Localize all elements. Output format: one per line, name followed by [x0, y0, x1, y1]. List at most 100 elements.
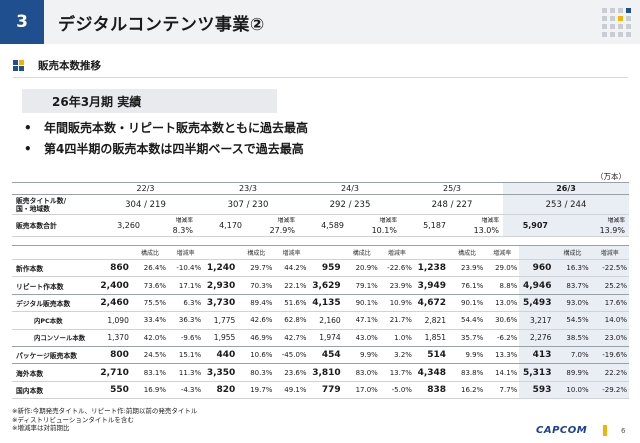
- table-row: 内コンソール本数 1,370 42.0% -9.6% 1,955 46.9% 42.7% 1,…: [12, 329, 629, 347]
- row-share: 47.1%: [343, 311, 380, 330]
- row-value: 3,730: [203, 294, 239, 313]
- table-row: デジタル販売本数 2,460 75.5% 6.3% 3,730 89.4% 51.6% 4,1…: [12, 294, 629, 313]
- row-value: 3,949: [413, 276, 450, 295]
- row-value: 3,629: [308, 276, 344, 295]
- titles-value: 248 / 227: [401, 194, 503, 215]
- row-value: 454: [308, 346, 344, 365]
- titles-label: 販売タイトル数/ 国・地域数: [12, 194, 94, 215]
- row-share: 93.0%: [554, 294, 591, 313]
- row-value: 514: [413, 346, 450, 365]
- total-value: 4,170: [197, 214, 254, 237]
- row-growth: 13.0%: [485, 294, 520, 313]
- row-share: 35.7%: [449, 329, 486, 347]
- row-share: 83.1%: [131, 363, 169, 382]
- unit-label: （万本）: [596, 172, 626, 181]
- total-growth: 増減率 27.9%: [254, 214, 299, 237]
- year-header: 24/3: [299, 182, 401, 195]
- row-value: 2,400: [96, 276, 132, 295]
- row-share: 20.9%: [343, 259, 380, 278]
- row-value: 2,821: [413, 311, 450, 330]
- row-value: 800: [96, 346, 132, 365]
- section-number: 3: [0, 0, 44, 44]
- total-growth: 増減率 13.9%: [560, 214, 629, 237]
- col-growth-header: 増減率: [168, 245, 204, 260]
- row-growth: 6.3%: [168, 294, 204, 313]
- table-row: 海外本数 2,710 83.1% 11.3% 3,350 80.3% 23.6% 3,810 8…: [12, 363, 629, 382]
- row-share: 90.1%: [343, 294, 380, 313]
- row-value: 820: [203, 381, 239, 400]
- row-growth: 7.7%: [485, 381, 520, 400]
- row-label: デジタル販売本数: [12, 294, 97, 313]
- row-label: 海外本数: [12, 363, 97, 382]
- row-label: パッケージ販売本数: [12, 346, 97, 365]
- row-label: 国内本数: [12, 381, 97, 400]
- row-share: 76.1%: [449, 276, 486, 295]
- bullet-item: • 第4四半期の販売本数は四半期ベースで過去最高: [24, 142, 304, 156]
- col-share-header: 構成比: [343, 245, 380, 260]
- table-row: 内PC本数 1,090 33.4% 36.3% 1,775 42.6% 62.8% 2,160…: [12, 311, 629, 330]
- row-growth: 44.2%: [274, 259, 309, 278]
- detail-table: 構成比 増減率 構成比 増減率 構成比 増減率 構成比 増減率 構成比 増減率 新作本数 860 26.…: [12, 245, 629, 400]
- row-growth: 51.6%: [274, 294, 309, 313]
- table-row: 新作本数 860 26.4% -10.4% 1,240 29.7% 44.2% 959 20.9…: [12, 259, 629, 278]
- row-growth: 23.6%: [274, 363, 309, 382]
- total-value: 5,187: [401, 214, 458, 237]
- row-growth: -45.0%: [274, 346, 309, 365]
- row-growth: 1.0%: [379, 329, 414, 347]
- row-growth: 3.2%: [379, 346, 414, 365]
- row-growth: 11.3%: [168, 363, 204, 382]
- row-value: 1,240: [203, 259, 239, 278]
- row-share: 42.6%: [238, 311, 275, 330]
- row-value: 5,493: [519, 294, 555, 313]
- row-growth: 23.9%: [379, 276, 414, 295]
- table-row: 国内本数 550 16.9% -4.3% 820 19.7% 49.1% 779 17.0% -5…: [12, 381, 629, 400]
- slide-title: デジタルコンテンツ事業②: [58, 15, 265, 35]
- row-share: 80.3%: [238, 363, 275, 382]
- col-growth-header: 増減率: [485, 245, 520, 260]
- row-growth: 23.0%: [590, 329, 629, 347]
- row-value: 2,160: [308, 311, 344, 330]
- row-growth: 36.3%: [168, 311, 204, 330]
- row-growth: 21.7%: [379, 311, 414, 330]
- bullet-item: • 年間販売本数・リピート販売本数ともに過去最高: [24, 121, 309, 135]
- table-row: パッケージ販売本数 800 24.5% 15.1% 440 10.6% -45.0% 454 9…: [12, 346, 629, 365]
- slide-header: 3 デジタルコンテンツ事業②: [0, 0, 640, 44]
- decorative-grid-icon: [602, 8, 631, 37]
- row-growth: -10.4%: [168, 259, 204, 278]
- row-share: 54.5%: [554, 311, 591, 330]
- row-growth: -22.6%: [379, 259, 414, 278]
- row-value: 779: [308, 381, 344, 400]
- row-growth: 22.2%: [590, 363, 629, 382]
- col-share-header: 構成比: [449, 245, 486, 260]
- row-value: 5,313: [519, 363, 555, 382]
- row-value: 440: [203, 346, 239, 365]
- highlight-bullets: • 年間販売本数・リピート販売本数ともに過去最高 • 第4四半期の販売本数は四半期ベ…: [24, 118, 308, 160]
- row-share: 26.4%: [131, 259, 169, 278]
- row-share: 29.7%: [238, 259, 275, 278]
- row-value: 3,810: [308, 363, 344, 382]
- titles-value: 307 / 230: [197, 194, 299, 215]
- capcom-logo: CAPCOM: [536, 425, 588, 436]
- total-value: 3,260: [94, 214, 152, 237]
- titles-value: 292 / 235: [299, 194, 401, 215]
- row-value: 413: [519, 346, 555, 365]
- total-value: 4,589: [299, 214, 356, 237]
- row-value: 2,460: [96, 294, 132, 313]
- row-share: 83.0%: [343, 363, 380, 382]
- total-growth: 増減率 10.1%: [356, 214, 401, 237]
- page-number: 6: [621, 427, 626, 435]
- total-growth: 増減率 13.0%: [458, 214, 503, 237]
- row-growth: 42.7%: [274, 329, 309, 347]
- row-share: 89.4%: [238, 294, 275, 313]
- row-growth: -4.3%: [168, 381, 204, 400]
- col-growth-header: 増減率: [379, 245, 414, 260]
- row-value: 860: [96, 259, 132, 278]
- row-growth: 22.1%: [274, 276, 309, 295]
- footnote: ※増減率は対前期比: [12, 424, 70, 432]
- row-growth: 13.3%: [485, 346, 520, 365]
- total-row: 販売本数合計 3,260 増減率 8.3% 4,170 増減率 27.9% 4,58…: [12, 214, 629, 237]
- row-label: リピート作本数: [12, 276, 97, 295]
- total-growth: 増減率 8.3%: [152, 214, 197, 237]
- col-share-header: 構成比: [554, 245, 591, 260]
- row-value: 4,672: [413, 294, 450, 313]
